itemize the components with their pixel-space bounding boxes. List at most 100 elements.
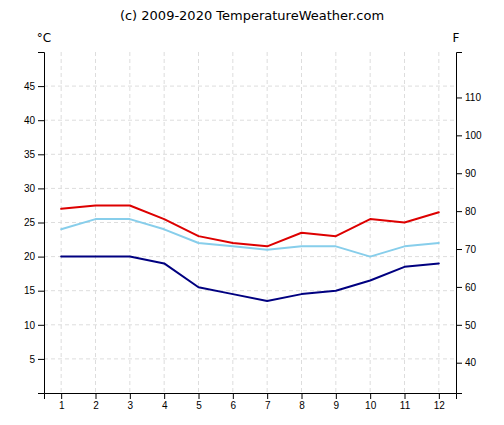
tick-label: 35 [24, 149, 36, 160]
tick-label: 45 [24, 81, 36, 92]
title: (c) 2009-2020 TemperatureWeather.com [120, 8, 384, 23]
tick: 110 [456, 92, 481, 103]
tick-mark [38, 120, 44, 121]
tick: 50 [456, 320, 477, 331]
grid-line-x [267, 52, 268, 393]
tick: 20 [24, 251, 44, 262]
tick-mark [38, 325, 44, 326]
tick-label: 60 [465, 282, 477, 293]
grid [44, 52, 456, 393]
grid-line-y [44, 154, 456, 155]
grid-line-x [301, 52, 302, 393]
tick: 90 [456, 168, 477, 179]
tick-mark [61, 393, 62, 399]
grid-line-x [335, 52, 336, 393]
tick-label: 10 [365, 400, 377, 411]
grid-line-y [44, 324, 456, 325]
tick: 10 [365, 393, 377, 411]
tick-label: 8 [299, 400, 305, 411]
tick-label: 90 [465, 168, 477, 179]
tick-label: 5 [29, 354, 35, 365]
tick-label: 70 [465, 244, 477, 255]
tick: 30 [24, 183, 44, 194]
tick-label: 50 [465, 320, 477, 331]
tick-mark [456, 97, 462, 98]
tick-mark [456, 325, 462, 326]
tick: 70 [456, 244, 477, 255]
tick-mark [38, 257, 44, 258]
tick-label: 10 [24, 320, 36, 331]
y2-axis: 40 50 60 70 80 90 100 110 [456, 53, 482, 394]
tick: 5 [196, 393, 202, 411]
tick: 25 [24, 217, 44, 228]
tick-mark [233, 393, 234, 399]
tick-label: 110 [465, 92, 481, 103]
tick-mark [267, 393, 268, 399]
tick-label: 100 [465, 130, 482, 141]
tick: 35 [24, 149, 44, 160]
tick-mark [38, 86, 44, 87]
tick: 100 [456, 130, 482, 141]
tick-mark [370, 393, 371, 399]
tick-mark [96, 393, 97, 399]
grid-line-y [44, 188, 456, 189]
tick-label: 30 [24, 183, 36, 194]
tick-mark [130, 393, 131, 399]
tick-mark [456, 287, 462, 288]
plot: 1234567891011125101520253035404540506070… [24, 31, 482, 411]
tick-label: 40 [465, 357, 477, 368]
axis-line [45, 394, 457, 400]
tick-mark [456, 249, 462, 250]
tick: 2 [93, 393, 99, 411]
tick-label: 40 [24, 115, 36, 126]
grid-line-y [44, 358, 456, 359]
tick-label: 80 [465, 206, 477, 217]
tick-mark [38, 359, 44, 360]
tick-mark [456, 363, 462, 364]
x-axis: 123456789101112 [45, 393, 457, 411]
tick: 12 [434, 393, 446, 411]
tick-mark [302, 393, 303, 399]
grid-line-y [44, 290, 456, 291]
tick-mark [456, 173, 462, 174]
series-line [61, 219, 439, 257]
tick: 11 [400, 393, 411, 411]
tick-label: 9 [334, 400, 340, 411]
tick: 8 [299, 393, 305, 411]
y-axis-label: °C [37, 31, 51, 45]
y2-axis-label: F [453, 31, 460, 45]
tick-mark [456, 135, 462, 136]
tick-label: 2 [93, 400, 99, 411]
tick-mark [38, 291, 44, 292]
tick: 6 [231, 393, 237, 411]
tick-mark [456, 211, 462, 212]
tick-label: 12 [434, 400, 446, 411]
tick: 80 [456, 206, 477, 217]
series-line [61, 205, 439, 246]
grid-line-y [44, 120, 456, 121]
tick-mark [405, 393, 406, 399]
tick: 45 [24, 81, 44, 92]
tick-label: 5 [196, 400, 202, 411]
tick-mark [164, 393, 165, 399]
tick: 10 [24, 320, 44, 331]
series-line [61, 257, 439, 301]
grid-line-y [44, 86, 456, 87]
tick: 15 [24, 285, 44, 296]
tick-label: 4 [162, 400, 168, 411]
y-axis: 5 10 15 20 25 30 35 40 45 [24, 53, 45, 394]
tick-label: 15 [24, 285, 36, 296]
tick-label: 11 [400, 400, 411, 411]
tick: 1 [59, 393, 65, 411]
lines [61, 205, 439, 300]
tick-label: 1 [59, 400, 65, 411]
tick: 40 [456, 357, 477, 368]
tick-label: 20 [24, 251, 36, 262]
tick-mark [38, 154, 44, 155]
tick-mark [439, 393, 440, 399]
tick-mark [38, 188, 44, 189]
tick: 4 [162, 393, 168, 411]
tick-mark [199, 393, 200, 399]
tick-label: 6 [231, 400, 237, 411]
tick-label: 3 [128, 400, 134, 411]
